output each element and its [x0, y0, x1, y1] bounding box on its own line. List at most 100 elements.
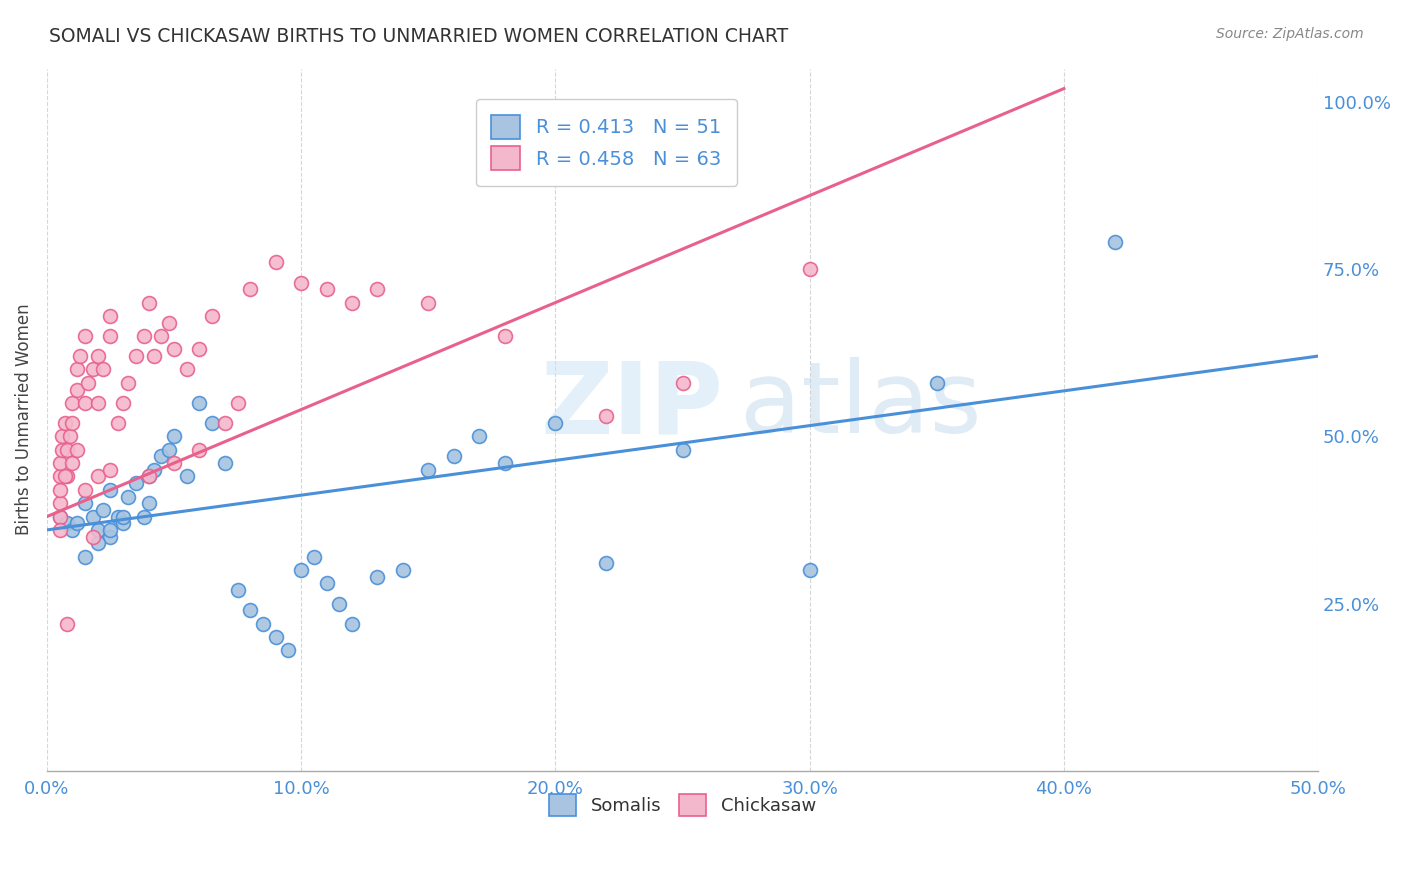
Point	[73, 329, 96, 343]
Point	[60, 416, 83, 430]
Point	[468, 429, 491, 443]
Point	[494, 329, 516, 343]
Point	[60, 396, 83, 410]
Y-axis label: Births to Unmarried Women: Births to Unmarried Women	[15, 304, 32, 535]
Point	[48, 509, 70, 524]
Point	[100, 530, 122, 544]
Point	[66, 442, 89, 457]
Point	[239, 603, 262, 617]
Point	[290, 276, 312, 290]
Point	[82, 509, 104, 524]
Point	[48, 469, 70, 483]
Point	[201, 416, 224, 430]
Point	[91, 503, 114, 517]
Point	[48, 456, 70, 470]
Point	[163, 429, 186, 443]
Point	[138, 496, 160, 510]
Point	[226, 396, 249, 410]
Point	[66, 383, 89, 397]
Point	[53, 416, 76, 430]
Point	[56, 516, 79, 531]
Point	[59, 429, 82, 443]
Point	[91, 362, 114, 376]
Point	[264, 630, 287, 644]
Point	[82, 530, 104, 544]
Point	[142, 349, 165, 363]
Point	[73, 483, 96, 497]
Point	[340, 616, 363, 631]
Point	[132, 329, 155, 343]
Point	[494, 456, 516, 470]
Point	[418, 295, 440, 310]
Point	[132, 509, 155, 524]
Point	[150, 329, 173, 343]
Point	[264, 255, 287, 269]
Point	[69, 349, 91, 363]
Point	[290, 563, 312, 577]
Point	[188, 396, 211, 410]
Point	[107, 416, 129, 430]
Point	[125, 476, 148, 491]
Point	[51, 429, 73, 443]
Text: Source: ZipAtlas.com: Source: ZipAtlas.com	[1216, 27, 1364, 41]
Point	[56, 442, 79, 457]
Text: ZIP: ZIP	[540, 357, 723, 454]
Point	[315, 576, 337, 591]
Point	[1104, 235, 1126, 250]
Point	[76, 376, 98, 390]
Point	[112, 509, 135, 524]
Point	[595, 557, 617, 571]
Point	[51, 442, 73, 457]
Point	[107, 509, 129, 524]
Point	[138, 295, 160, 310]
Point	[100, 309, 122, 323]
Point	[66, 516, 89, 531]
Point	[48, 509, 70, 524]
Point	[48, 483, 70, 497]
Point	[157, 316, 180, 330]
Point	[87, 523, 110, 537]
Point	[112, 396, 135, 410]
Point	[66, 362, 89, 376]
Point	[366, 570, 388, 584]
Point	[87, 396, 110, 410]
Point	[150, 450, 173, 464]
Point	[157, 442, 180, 457]
Point	[60, 523, 83, 537]
Point	[239, 282, 262, 296]
Text: SOMALI VS CHICKASAW BIRTHS TO UNMARRIED WOMEN CORRELATION CHART: SOMALI VS CHICKASAW BIRTHS TO UNMARRIED …	[49, 27, 789, 45]
Point	[82, 362, 104, 376]
Point	[418, 463, 440, 477]
Point	[87, 536, 110, 550]
Point	[315, 282, 337, 296]
Point	[100, 329, 122, 343]
Point	[142, 463, 165, 477]
Point	[799, 262, 821, 277]
Point	[176, 362, 198, 376]
Point	[188, 442, 211, 457]
Point	[544, 416, 567, 430]
Point	[73, 549, 96, 564]
Point	[138, 469, 160, 483]
Point	[176, 469, 198, 483]
Point	[100, 483, 122, 497]
Point	[87, 469, 110, 483]
Point	[73, 496, 96, 510]
Point	[201, 309, 224, 323]
Point	[340, 295, 363, 310]
Point	[671, 376, 693, 390]
Point	[56, 469, 79, 483]
Point	[87, 349, 110, 363]
Text: atlas: atlas	[740, 357, 981, 454]
Point	[48, 523, 70, 537]
Point	[799, 563, 821, 577]
Point	[163, 343, 186, 357]
Point	[117, 490, 139, 504]
Point	[100, 523, 122, 537]
Point	[214, 416, 236, 430]
Point	[163, 456, 186, 470]
Point	[73, 396, 96, 410]
Legend: Somalis, Chickasaw: Somalis, Chickasaw	[540, 785, 825, 825]
Point	[392, 563, 415, 577]
Point	[100, 463, 122, 477]
